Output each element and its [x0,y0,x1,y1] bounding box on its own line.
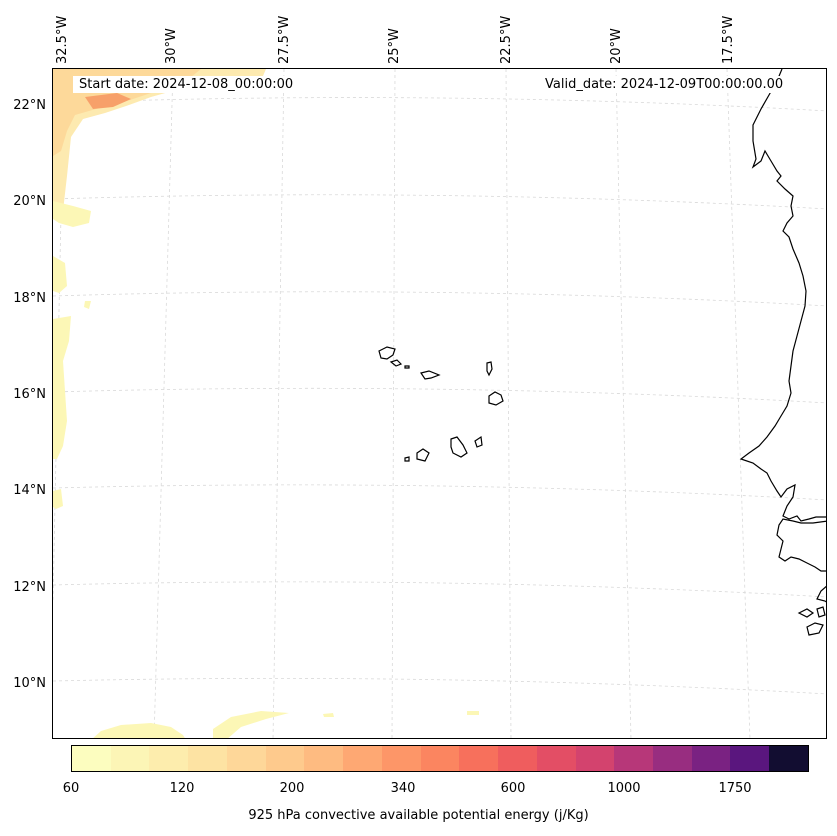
colorbar-segment [691,746,731,771]
colorbar-segment [614,746,654,771]
cape-area-northwest-peak [85,93,131,109]
west-africa-coast [739,69,826,522]
colorbar-segment [72,746,111,771]
colorbar-segment [769,746,808,771]
cape-area-west-strip-2 [53,256,67,293]
cape-area-west-dot-1 [84,301,91,309]
colorbar-segment [575,746,615,771]
lon-label-32-5w: 32.5°W [55,15,70,64]
colorbar-segment [498,746,537,771]
colorbar-tick-120: 120 [169,781,195,796]
colorbar-segment [188,746,227,771]
lon-label-25w: 25°W [387,28,402,64]
colorbar-label: 925 hPa convective available potential e… [248,808,589,823]
colorbar-segment [459,746,499,771]
colorbar-segment [265,746,305,771]
parallel-22n [53,97,826,112]
meridian-27-5w [272,69,285,738]
colorbar-segment [536,746,576,771]
cape-area-south-3 [323,713,334,717]
island-santa-luzia [404,365,410,369]
parallel-12n [53,581,826,598]
lon-label-17-5w: 17.5°W [721,15,736,64]
colorbar-tick-60: 60 [62,781,80,796]
cape-area-south-2 [213,711,289,738]
colorbar-tick-1750: 1750 [718,781,752,796]
colorbar-segment [420,746,460,771]
colorbar-segment [653,746,692,771]
lon-label-22-5w: 22.5°W [499,15,514,64]
lat-label-14n: 14°N [13,483,46,498]
parallel-14n [53,484,826,501]
colorbar-segment [110,746,150,771]
colorbar-tick-1000: 1000 [607,781,641,796]
island-sao-nicolau [420,370,441,380]
meridian-22-5w [505,69,512,738]
colorbar-tick-600: 600 [500,781,526,796]
lat-label-18n: 18°N [13,291,46,306]
colorbar-segment [149,746,189,771]
map-canvas [53,69,826,738]
lon-label-30w: 30°W [164,28,179,64]
island-santiago [450,436,468,458]
parallel-16n [53,387,826,404]
colorbar [71,745,809,772]
meridian-30w [153,69,174,738]
parallel-10n [53,677,826,695]
lat-label-12n: 12°N [13,580,46,595]
island-santo-antao [378,346,396,360]
guinea-bissau-coast [776,518,826,572]
colorbar-tick-340: 340 [390,781,416,796]
graticule [53,69,826,738]
island-sal [486,361,493,377]
guinea-coast [816,585,826,603]
cape-area-south-1 [93,723,185,738]
lon-label-20w: 20°W [609,28,624,64]
cape-field [53,69,479,738]
colorbar-segment [343,746,382,771]
map-panel [52,68,827,739]
meridian-25w [391,69,396,738]
island-brava [404,456,410,462]
colorbar-segment [226,746,266,771]
meridian-17-5w [726,69,751,738]
lat-label-10n: 10°N [13,676,46,691]
meridian-20w [615,69,632,738]
cape-area-west-strip-3 [53,316,71,459]
guinea-islands [797,606,826,636]
island-maio [474,435,483,448]
colorbar-segment [304,746,344,771]
lat-label-20n: 20°N [13,194,46,209]
cape-verde-islands [378,346,504,462]
island-fogo [416,448,430,462]
island-sao-vicente [389,359,403,367]
cape-area-west-dot-2 [53,489,63,509]
colorbar-tick-200: 200 [279,781,305,796]
start-date-label: Start date: 2024-12-08_00:00:00 [73,76,300,93]
parallel-18n [53,291,826,307]
colorbar-segment [381,746,421,771]
island-boa-vista [488,391,504,406]
cape-area-south-4 [467,711,479,715]
lon-label-27-5w: 27.5°W [277,15,292,64]
parallel-20n [53,194,826,210]
coastlines [739,69,826,636]
valid-date-label: Valid_date: 2024-12-09T00:00:00.00 [539,76,790,93]
lat-label-16n: 16°N [13,387,46,402]
cape-area-west-strip-1 [53,201,91,227]
lat-label-22n: 22°N [13,98,46,113]
colorbar-segment [730,746,770,771]
